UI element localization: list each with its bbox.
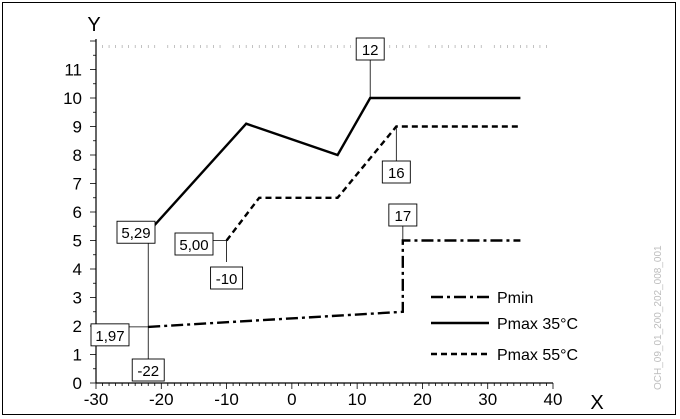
callout-box (381, 160, 411, 184)
series-line (147, 96, 521, 234)
legend-label: Pmin (497, 290, 533, 307)
y-tick-label: 1 (73, 346, 82, 365)
x-tick-label: 20 (413, 390, 432, 409)
callout-box (131, 358, 165, 382)
minor-ticks (90, 40, 554, 389)
legend-label: Pmax 35°C (497, 316, 578, 333)
callout-label: 16 (388, 165, 405, 182)
callout-box (210, 266, 244, 290)
x-tick-label: -20 (149, 390, 174, 409)
y-axis-title: Y (87, 14, 100, 36)
x-tick-label: 0 (287, 390, 296, 409)
y-tick-label: 0 (73, 374, 82, 393)
callout-box (90, 323, 130, 347)
y-tick-label: 5 (73, 232, 82, 251)
series-lines (147, 96, 521, 329)
x-tick-label: 40 (544, 390, 563, 409)
document-id: OCH_09_01_200_202_008_001 (653, 245, 664, 390)
y-tick-label: 2 (73, 317, 82, 336)
callout-box (116, 220, 156, 244)
tick-labels: -30 -20 -10 0 10 20 30 40 0 1 2 3 4 5 6 7 8 9 10 11 (63, 61, 562, 410)
y-tick-label: 4 (73, 260, 82, 279)
y-tick-label: 7 (73, 175, 82, 194)
callout-box (355, 37, 385, 61)
callout-label: 12 (362, 42, 379, 59)
series-line (225, 125, 521, 242)
x-tick-label: -30 (84, 390, 109, 409)
x-tick-label: 10 (348, 390, 367, 409)
legend-label: Pmax 55°C (497, 347, 578, 364)
callout-label: -22 (137, 363, 159, 380)
callout-label: -10 (216, 271, 238, 288)
x-tick-label: 30 (478, 390, 497, 409)
callout-label: 5,00 (179, 237, 208, 254)
x-axis-title: X (590, 392, 603, 414)
y-tick-label: 9 (73, 118, 82, 137)
x-tick-label: -10 (214, 390, 239, 409)
callout-label: 17 (394, 208, 411, 225)
callouts: 12 16 17 5,29 5,00 -10 1,97 -22 (90, 37, 418, 382)
callout-label: 1,97 (95, 328, 124, 345)
axes (95, 39, 553, 384)
y-tick-label: 3 (73, 289, 82, 308)
y-tick-label: 8 (73, 146, 82, 165)
series-line (148, 239, 521, 329)
callout-label: 5,29 (121, 225, 150, 242)
chart-frame (2, 2, 676, 415)
callout-box (174, 232, 214, 256)
callout-box (388, 203, 418, 227)
y-tick-label: 6 (73, 203, 82, 222)
legend: Pmin Pmax 35°C Pmax 55°C (431, 290, 578, 364)
y-tick-label: 11 (64, 61, 82, 80)
y-tick-label: 10 (63, 89, 82, 108)
